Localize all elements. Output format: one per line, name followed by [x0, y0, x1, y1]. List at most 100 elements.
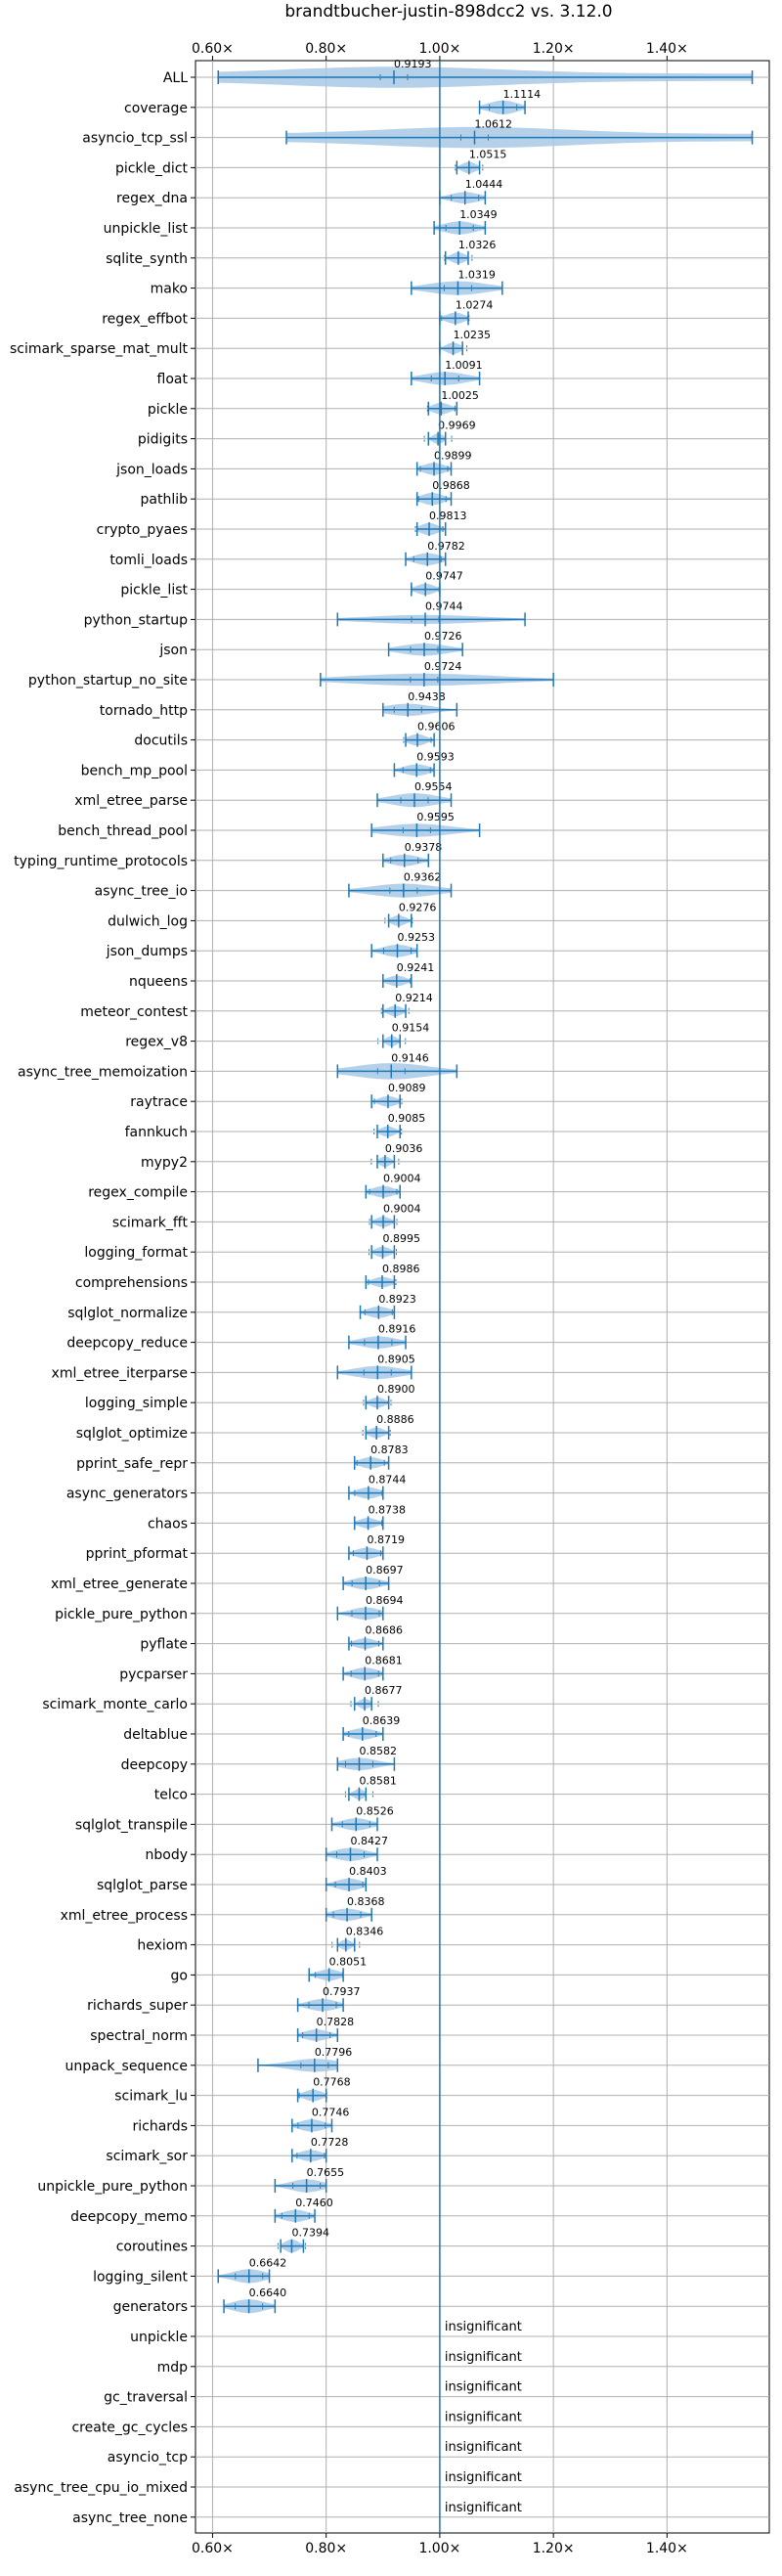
violin-value-label: 1.0349: [459, 208, 498, 221]
insignificant-label: insignificant: [445, 2380, 522, 2395]
y-tick-label: scimark_fft: [112, 1215, 189, 1230]
violin-value-label: 0.9813: [429, 510, 467, 522]
violin-value-label: 0.9036: [385, 1142, 423, 1155]
y-tick-label: async_tree_cpu_io_mixed: [14, 2480, 188, 2496]
insignificant-label: insignificant: [445, 2410, 522, 2424]
violin-value-label: 0.8582: [359, 1745, 397, 1757]
x-tick-label-bottom: 0.80×: [305, 2541, 347, 2556]
y-tick-label: pprint_pformat: [86, 1546, 189, 1562]
y-tick-label: bench_mp_pool: [81, 763, 188, 778]
violin-value-label: 0.8697: [366, 1564, 404, 1577]
violin-value-label: 1.0319: [457, 269, 496, 282]
chart-title: brandtbucher-justin-898dcc2 vs. 3.12.0: [284, 2, 612, 22]
violin-value-label: 0.8916: [378, 1323, 416, 1336]
y-tick-label: logging_simple: [85, 1396, 188, 1411]
x-tick-label-bottom: 0.60×: [192, 2541, 234, 2556]
y-tick-label: regex_compile: [88, 1185, 188, 1201]
violin-value-label: 1.0444: [465, 178, 503, 191]
y-tick-label: mdp: [157, 2360, 189, 2376]
y-tick-label: deepcopy_memo: [70, 2209, 188, 2225]
x-tick-label-top: 1.40×: [646, 41, 688, 57]
violin-value-label: 0.9438: [408, 690, 446, 703]
y-tick-label: scimark_sor: [106, 2149, 188, 2164]
violin-value-label: 1.1114: [503, 88, 542, 101]
insignificant-label: insignificant: [445, 2320, 522, 2334]
y-tick-label: async_tree_memoization: [18, 1064, 188, 1080]
y-tick-label: logging_format: [84, 1245, 188, 1261]
violin-value-label: 0.9193: [394, 58, 432, 70]
y-tick-label: xml_etree_iterparse: [52, 1365, 188, 1381]
y-tick-label: coroutines: [116, 2240, 188, 2255]
y-tick-label: ALL: [163, 70, 188, 86]
violin-value-label: 0.9744: [425, 600, 463, 612]
violin-value-label: 1.0025: [441, 389, 479, 402]
violin-value-label: 0.8051: [329, 1955, 368, 1968]
y-tick-label: unpickle_list: [104, 221, 189, 237]
violin-value-label: 0.7460: [295, 2197, 333, 2209]
y-tick-label: nbody: [146, 1847, 189, 1863]
x-tick-label-top: 0.80×: [305, 41, 347, 57]
violin-value-label: 1.0515: [469, 148, 506, 160]
y-tick-label: pathlib: [141, 492, 189, 508]
violin-value-label: 0.6642: [249, 2256, 287, 2269]
y-tick-label: meteor_contest: [80, 1004, 188, 1020]
y-tick-label: comprehensions: [75, 1275, 188, 1291]
y-tick-label: xml_etree_process: [61, 1908, 188, 1924]
violin-value-label: 0.8581: [359, 1775, 397, 1788]
y-tick-label: deepcopy: [121, 1757, 188, 1773]
y-tick-label: json_loads: [115, 462, 188, 477]
y-tick-label: go: [171, 1968, 188, 1983]
violin-value-label: 0.9595: [416, 811, 455, 823]
y-tick-label: richards: [133, 2118, 189, 2134]
y-tick-label: async_tree_none: [72, 2510, 188, 2526]
violin-value-label: 1.0274: [456, 298, 494, 311]
violin-value-label: 0.7796: [315, 2046, 353, 2059]
violin-value-label: 0.9593: [416, 750, 455, 763]
y-tick-label: fannkuch: [125, 1125, 188, 1140]
y-tick-label: unpickle: [130, 2330, 188, 2345]
y-tick-label: json_dumps: [106, 944, 188, 959]
violin-value-label: 0.9004: [383, 1202, 421, 1215]
violin-value-label: 0.8677: [365, 1684, 403, 1697]
y-tick-label: crypto_pyaes: [97, 522, 188, 538]
y-tick-label: unpickle_pure_python: [37, 2179, 188, 2195]
violin-value-label: 1.0612: [474, 118, 512, 131]
y-tick-label: pickle: [148, 402, 188, 418]
violin-value-label: 0.9214: [395, 992, 433, 1004]
violin-value-label: 0.7746: [312, 2106, 350, 2118]
violin-value-label: 0.7728: [311, 2136, 349, 2149]
x-tick-label-bottom: 1.00×: [418, 2541, 460, 2556]
y-tick-label: scimark_monte_carlo: [42, 1697, 188, 1712]
y-tick-label: raytrace: [130, 1094, 188, 1110]
y-tick-label: xml_etree_generate: [51, 1577, 188, 1592]
y-tick-label: dulwich_log: [108, 913, 188, 929]
y-tick-label: pickle_dict: [115, 160, 189, 176]
violin-value-label: 0.8923: [378, 1293, 416, 1306]
violin-value-label: 0.9362: [404, 871, 442, 884]
violin-value-label: 0.6640: [249, 2287, 287, 2299]
y-tick-label: sqlglot_transpile: [75, 1817, 188, 1833]
violin-value-label: 0.8719: [367, 1533, 405, 1546]
y-tick-label: chaos: [148, 1516, 188, 1532]
y-tick-label: scimark_lu: [114, 2089, 188, 2105]
y-tick-label: telco: [154, 1788, 188, 1803]
violin-value-label: 0.8526: [356, 1804, 394, 1817]
y-tick-label: deltablue: [123, 1727, 188, 1743]
violin-value-label: 0.8986: [382, 1263, 420, 1275]
y-tick-label: coverage: [124, 101, 188, 116]
y-tick-label: regex_effbot: [102, 311, 188, 327]
violin-value-label: 0.8900: [377, 1383, 415, 1396]
violin-value-label: 0.9726: [424, 630, 462, 643]
violin-value-label: 0.8346: [346, 1926, 384, 1938]
violin-value-label: 0.9146: [391, 1051, 429, 1064]
violin-value-label: 0.9378: [405, 841, 443, 854]
y-tick-label: pycparser: [119, 1666, 188, 1682]
violin-value-label: 0.7828: [317, 2016, 355, 2028]
y-tick-label: mako: [151, 282, 188, 297]
violin-value-label: 0.9554: [414, 780, 453, 793]
violin-value-label: 0.9089: [388, 1082, 426, 1094]
violin-value-label: 0.8744: [369, 1474, 407, 1487]
y-tick-label: tornado_http: [100, 703, 188, 719]
violin-value-label: 0.9004: [383, 1173, 421, 1185]
